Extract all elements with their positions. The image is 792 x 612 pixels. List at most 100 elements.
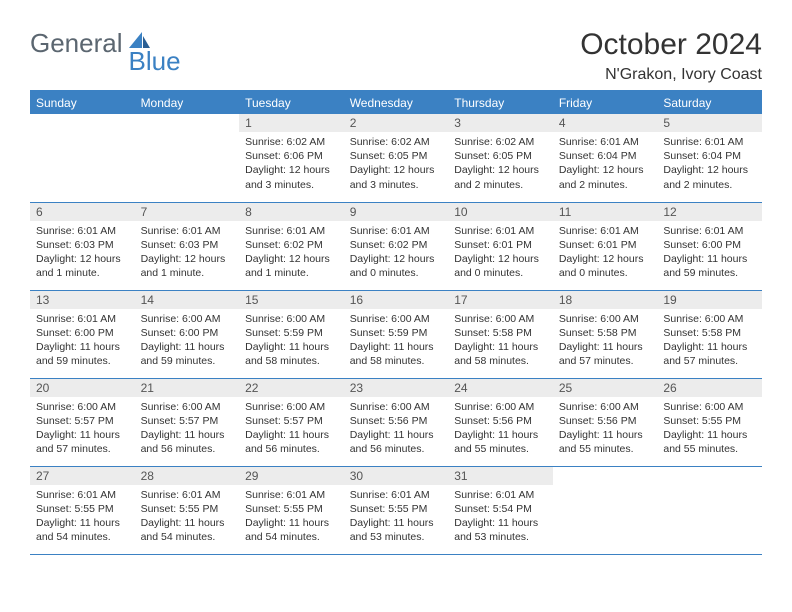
day-number: 12 (657, 203, 762, 221)
weekday-header: Wednesday (344, 92, 449, 114)
day-cell: 21Sunrise: 6:00 AMSunset: 5:57 PMDayligh… (135, 378, 240, 466)
day-cell: 4Sunrise: 6:01 AMSunset: 6:04 PMDaylight… (553, 114, 658, 202)
day-details: Sunrise: 6:02 AMSunset: 6:05 PMDaylight:… (448, 132, 553, 196)
day-cell: 22Sunrise: 6:00 AMSunset: 5:57 PMDayligh… (239, 378, 344, 466)
day-details: Sunrise: 6:00 AMSunset: 5:57 PMDaylight:… (30, 397, 135, 461)
empty-cell (553, 466, 658, 554)
calendar-row: 6Sunrise: 6:01 AMSunset: 6:03 PMDaylight… (30, 202, 762, 290)
day-number: 8 (239, 203, 344, 221)
day-cell: 3Sunrise: 6:02 AMSunset: 6:05 PMDaylight… (448, 114, 553, 202)
day-details: Sunrise: 6:01 AMSunset: 6:01 PMDaylight:… (448, 221, 553, 285)
day-number: 21 (135, 379, 240, 397)
day-number: 11 (553, 203, 658, 221)
day-details: Sunrise: 6:00 AMSunset: 5:58 PMDaylight:… (657, 309, 762, 373)
day-number: 7 (135, 203, 240, 221)
day-details: Sunrise: 6:00 AMSunset: 5:58 PMDaylight:… (553, 309, 658, 373)
logo-word-blue: Blue (129, 46, 181, 77)
day-details: Sunrise: 6:01 AMSunset: 6:03 PMDaylight:… (135, 221, 240, 285)
day-cell: 7Sunrise: 6:01 AMSunset: 6:03 PMDaylight… (135, 202, 240, 290)
day-details: Sunrise: 6:00 AMSunset: 5:55 PMDaylight:… (657, 397, 762, 461)
day-cell: 8Sunrise: 6:01 AMSunset: 6:02 PMDaylight… (239, 202, 344, 290)
day-cell: 15Sunrise: 6:00 AMSunset: 5:59 PMDayligh… (239, 290, 344, 378)
day-details: Sunrise: 6:01 AMSunset: 6:03 PMDaylight:… (30, 221, 135, 285)
calendar-row: 27Sunrise: 6:01 AMSunset: 5:55 PMDayligh… (30, 466, 762, 554)
day-cell: 6Sunrise: 6:01 AMSunset: 6:03 PMDaylight… (30, 202, 135, 290)
weekday-header: Saturday (657, 92, 762, 114)
day-details: Sunrise: 6:01 AMSunset: 6:04 PMDaylight:… (553, 132, 658, 196)
day-cell: 9Sunrise: 6:01 AMSunset: 6:02 PMDaylight… (344, 202, 449, 290)
day-number: 2 (344, 114, 449, 132)
day-number: 29 (239, 467, 344, 485)
day-cell: 17Sunrise: 6:00 AMSunset: 5:58 PMDayligh… (448, 290, 553, 378)
day-details: Sunrise: 6:00 AMSunset: 5:56 PMDaylight:… (553, 397, 658, 461)
day-details: Sunrise: 6:00 AMSunset: 5:59 PMDaylight:… (239, 309, 344, 373)
day-cell: 12Sunrise: 6:01 AMSunset: 6:00 PMDayligh… (657, 202, 762, 290)
day-number: 28 (135, 467, 240, 485)
weekday-header: Tuesday (239, 92, 344, 114)
weekday-header: Monday (135, 92, 240, 114)
day-details: Sunrise: 6:01 AMSunset: 6:01 PMDaylight:… (553, 221, 658, 285)
day-cell: 26Sunrise: 6:00 AMSunset: 5:55 PMDayligh… (657, 378, 762, 466)
day-cell: 1Sunrise: 6:02 AMSunset: 6:06 PMDaylight… (239, 114, 344, 202)
page-title: October 2024 (580, 28, 762, 62)
day-details: Sunrise: 6:01 AMSunset: 5:55 PMDaylight:… (135, 485, 240, 549)
day-cell: 16Sunrise: 6:00 AMSunset: 5:59 PMDayligh… (344, 290, 449, 378)
day-details: Sunrise: 6:01 AMSunset: 5:55 PMDaylight:… (344, 485, 449, 549)
day-cell: 24Sunrise: 6:00 AMSunset: 5:56 PMDayligh… (448, 378, 553, 466)
empty-cell (30, 114, 135, 202)
calendar-table: SundayMondayTuesdayWednesdayThursdayFrid… (30, 92, 762, 555)
day-number: 14 (135, 291, 240, 309)
day-cell: 10Sunrise: 6:01 AMSunset: 6:01 PMDayligh… (448, 202, 553, 290)
weekday-header: Friday (553, 92, 658, 114)
day-cell: 2Sunrise: 6:02 AMSunset: 6:05 PMDaylight… (344, 114, 449, 202)
day-number: 20 (30, 379, 135, 397)
day-number: 4 (553, 114, 658, 132)
day-cell: 14Sunrise: 6:00 AMSunset: 6:00 PMDayligh… (135, 290, 240, 378)
day-details: Sunrise: 6:00 AMSunset: 5:56 PMDaylight:… (344, 397, 449, 461)
day-number: 25 (553, 379, 658, 397)
calendar-row: 20Sunrise: 6:00 AMSunset: 5:57 PMDayligh… (30, 378, 762, 466)
location-label: N'Grakon, Ivory Coast (580, 66, 762, 84)
day-cell: 5Sunrise: 6:01 AMSunset: 6:04 PMDaylight… (657, 114, 762, 202)
day-number: 22 (239, 379, 344, 397)
day-cell: 20Sunrise: 6:00 AMSunset: 5:57 PMDayligh… (30, 378, 135, 466)
day-details: Sunrise: 6:01 AMSunset: 5:54 PMDaylight:… (448, 485, 553, 549)
calendar-body: 1Sunrise: 6:02 AMSunset: 6:06 PMDaylight… (30, 114, 762, 554)
empty-cell (657, 466, 762, 554)
day-details: Sunrise: 6:00 AMSunset: 5:58 PMDaylight:… (448, 309, 553, 373)
day-number: 15 (239, 291, 344, 309)
day-details: Sunrise: 6:01 AMSunset: 5:55 PMDaylight:… (30, 485, 135, 549)
day-number: 18 (553, 291, 658, 309)
day-number: 6 (30, 203, 135, 221)
day-details: Sunrise: 6:00 AMSunset: 5:57 PMDaylight:… (135, 397, 240, 461)
day-number: 23 (344, 379, 449, 397)
day-details: Sunrise: 6:01 AMSunset: 6:02 PMDaylight:… (344, 221, 449, 285)
day-details: Sunrise: 6:02 AMSunset: 6:05 PMDaylight:… (344, 132, 449, 196)
day-cell: 25Sunrise: 6:00 AMSunset: 5:56 PMDayligh… (553, 378, 658, 466)
day-number: 27 (30, 467, 135, 485)
day-details: Sunrise: 6:01 AMSunset: 6:04 PMDaylight:… (657, 132, 762, 196)
day-number: 26 (657, 379, 762, 397)
day-details: Sunrise: 6:00 AMSunset: 5:59 PMDaylight:… (344, 309, 449, 373)
day-details: Sunrise: 6:01 AMSunset: 6:00 PMDaylight:… (30, 309, 135, 373)
day-number: 31 (448, 467, 553, 485)
day-details: Sunrise: 6:01 AMSunset: 6:02 PMDaylight:… (239, 221, 344, 285)
day-details: Sunrise: 6:00 AMSunset: 6:00 PMDaylight:… (135, 309, 240, 373)
day-number: 1 (239, 114, 344, 132)
header: General Blue October 2024 N'Grakon, Ivor… (0, 0, 792, 88)
day-cell: 27Sunrise: 6:01 AMSunset: 5:55 PMDayligh… (30, 466, 135, 554)
day-cell: 28Sunrise: 6:01 AMSunset: 5:55 PMDayligh… (135, 466, 240, 554)
day-cell: 23Sunrise: 6:00 AMSunset: 5:56 PMDayligh… (344, 378, 449, 466)
day-number: 5 (657, 114, 762, 132)
day-number: 17 (448, 291, 553, 309)
day-number: 16 (344, 291, 449, 309)
day-cell: 31Sunrise: 6:01 AMSunset: 5:54 PMDayligh… (448, 466, 553, 554)
day-cell: 13Sunrise: 6:01 AMSunset: 6:00 PMDayligh… (30, 290, 135, 378)
day-number: 3 (448, 114, 553, 132)
weekday-header-row: SundayMondayTuesdayWednesdayThursdayFrid… (30, 92, 762, 114)
day-number: 9 (344, 203, 449, 221)
weekday-header: Sunday (30, 92, 135, 114)
calendar-row: 1Sunrise: 6:02 AMSunset: 6:06 PMDaylight… (30, 114, 762, 202)
day-details: Sunrise: 6:00 AMSunset: 5:56 PMDaylight:… (448, 397, 553, 461)
day-cell: 30Sunrise: 6:01 AMSunset: 5:55 PMDayligh… (344, 466, 449, 554)
